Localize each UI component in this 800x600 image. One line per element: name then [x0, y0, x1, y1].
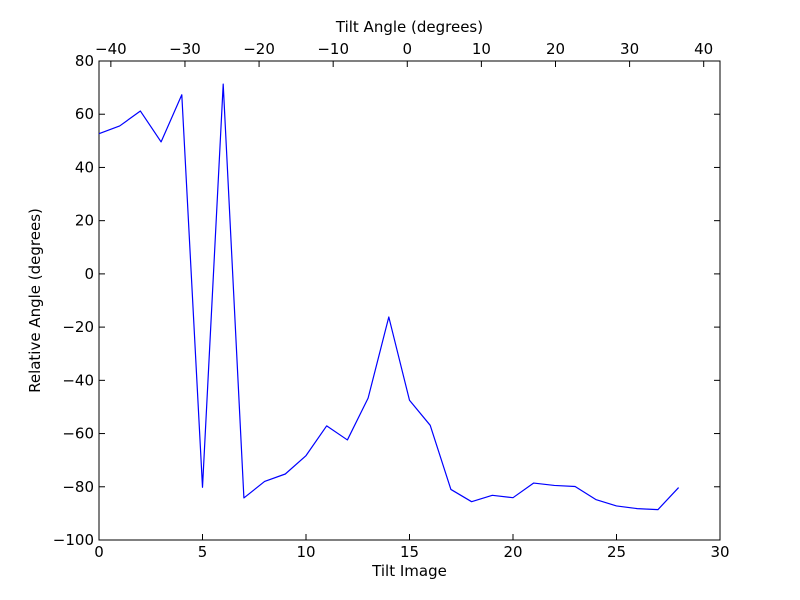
x-tick-label: 0	[94, 543, 104, 561]
x-tick-label: 25	[607, 543, 626, 561]
x2-tick-label: 30	[620, 40, 639, 58]
y-axis-title: Relative Angle (degrees)	[26, 208, 44, 393]
x-tick-label: 30	[710, 543, 729, 561]
x-tick-label: 20	[503, 543, 522, 561]
x2-tick-label: −30	[169, 40, 201, 58]
x-tick-label: 15	[400, 543, 419, 561]
y-tick-label: −40	[62, 371, 94, 389]
x2-tick-label: 0	[403, 40, 413, 58]
y-tick-label: −60	[62, 425, 94, 443]
y-tick-label: 80	[75, 52, 94, 70]
x2-tick-label: −40	[95, 40, 127, 58]
y-tick-label: −100	[53, 531, 94, 549]
plot-area	[98, 60, 721, 541]
x2-tick-label: −10	[317, 40, 349, 58]
x2-tick-label: −20	[243, 40, 275, 58]
axis-tick-labels: 0 5 10 15 20 25 30−40 −30 −20 −10 0 10 20 30 40−100−80…	[53, 40, 730, 561]
series-layer	[98, 83, 680, 511]
y-tick-label: 40	[75, 158, 94, 176]
x2-axis-title: Tilt Angle (degrees)	[335, 18, 483, 36]
y-tick-label: −80	[62, 478, 94, 496]
x-tick-label: 5	[198, 543, 208, 561]
y-tick-label: −20	[62, 318, 94, 336]
axis-ticks	[98, 60, 721, 541]
y-tick-label: 0	[84, 265, 94, 283]
x2-tick-label: 40	[694, 40, 713, 58]
series-line	[98, 83, 680, 511]
y-tick-label: 60	[75, 105, 94, 123]
y-tick-label: 20	[75, 212, 94, 230]
x2-tick-label: 10	[472, 40, 491, 58]
x-tick-label: 10	[296, 543, 315, 561]
x2-tick-label: 20	[546, 40, 565, 58]
x-axis-title: Tilt Image	[371, 562, 447, 580]
